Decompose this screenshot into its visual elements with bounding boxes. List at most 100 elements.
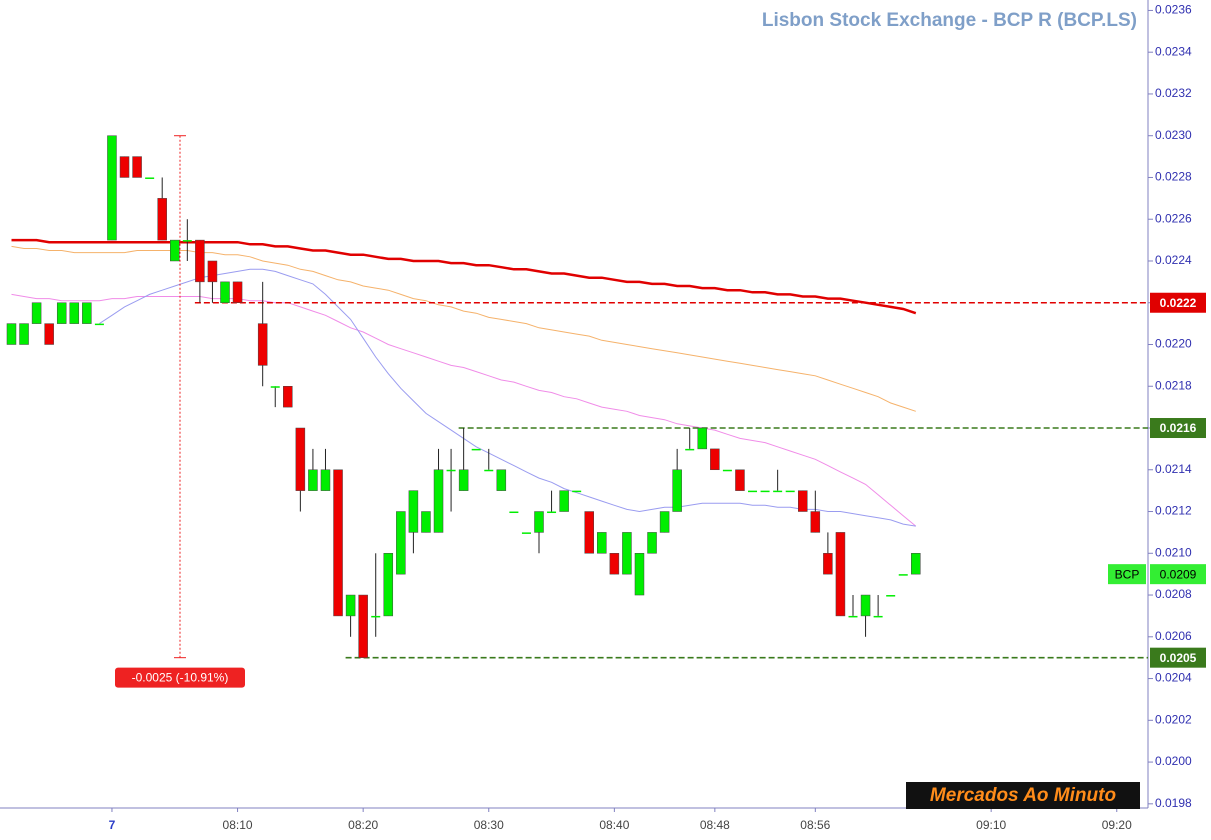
- candle-body: [207, 260, 218, 283]
- candle-body: [107, 135, 117, 241]
- moving-average-line: [11, 238, 917, 315]
- y-tick-label: 0.0206: [1155, 629, 1192, 643]
- candle-body: [748, 490, 758, 493]
- candle-body: [547, 511, 557, 514]
- chart-title: Lisbon Stock Exchange - BCP R (BCP.LS): [762, 10, 1137, 31]
- level-label: 0.0205: [1160, 651, 1197, 665]
- x-tick-label: 08:56: [800, 818, 830, 832]
- candle-body: [647, 532, 657, 554]
- y-tick-label: 0.0208: [1155, 587, 1192, 601]
- candle-body: [509, 511, 519, 514]
- candle-body: [283, 386, 293, 408]
- candle-body: [170, 239, 180, 262]
- candle-body: [823, 553, 833, 575]
- y-tick-label: 0.0228: [1155, 170, 1192, 184]
- candle-body: [798, 490, 808, 512]
- candle-body: [396, 511, 406, 575]
- candle-body: [810, 511, 821, 533]
- candle-body: [622, 532, 632, 575]
- candle-body: [873, 615, 883, 618]
- y-tick-label: 0.0214: [1155, 462, 1192, 476]
- candle-body: [69, 302, 80, 324]
- candle-body: [295, 427, 306, 491]
- candle-body: [911, 553, 921, 575]
- candle-body: [659, 511, 670, 533]
- candle-body: [559, 490, 569, 512]
- x-tick-label: 08:20: [348, 818, 378, 832]
- candle-body: [82, 302, 92, 324]
- candle-body: [446, 469, 456, 472]
- candle-body: [333, 469, 343, 617]
- y-tick-label: 0.0212: [1155, 504, 1192, 518]
- candle-body: [358, 594, 368, 658]
- y-tick-label: 0.0220: [1155, 337, 1192, 351]
- candle-body: [697, 427, 708, 450]
- candle-body: [157, 198, 167, 241]
- candle-body: [835, 532, 846, 617]
- level-box: [1150, 418, 1206, 439]
- candle-body: [609, 553, 620, 575]
- y-tick-label: 0.0200: [1155, 754, 1192, 768]
- candle-body: [145, 177, 155, 179]
- candle-body: [408, 490, 419, 533]
- last-value-box: [1150, 564, 1206, 585]
- candle-body: [19, 323, 29, 345]
- candle-body: [496, 469, 507, 491]
- candle-body: [710, 448, 720, 471]
- x-tick-label: 08:48: [700, 818, 730, 832]
- level-box: [1150, 647, 1206, 668]
- measure-label: -0.0025 (-10.91%): [132, 670, 229, 684]
- candle-body: [572, 490, 582, 493]
- candle-body: [220, 281, 230, 303]
- candle-body: [860, 594, 871, 617]
- candle-body: [634, 553, 645, 596]
- y-tick-label: 0.0218: [1155, 378, 1192, 392]
- candle-body: [471, 448, 481, 451]
- candle-body: [320, 469, 331, 491]
- measure-label-box: [115, 667, 245, 688]
- candle-body: [232, 281, 243, 303]
- y-tick-label: 0.0202: [1155, 712, 1192, 726]
- candle-body: [735, 469, 745, 491]
- candle-body: [760, 490, 770, 493]
- x-tick-label: 08:30: [474, 818, 504, 832]
- candle-body: [722, 469, 732, 472]
- y-tick-label: 0.0232: [1155, 86, 1192, 100]
- candle-body: [521, 532, 531, 534]
- level-label: 0.0216: [1160, 421, 1197, 435]
- candle-body: [898, 574, 908, 576]
- y-tick-label: 0.0230: [1155, 128, 1192, 142]
- candle-body: [848, 615, 858, 618]
- candle-body: [773, 490, 783, 493]
- x-tick-label: 7: [109, 818, 116, 832]
- candle-body: [44, 323, 54, 345]
- candle-body: [685, 448, 695, 451]
- candle-body: [257, 323, 268, 366]
- candle-body: [672, 469, 682, 512]
- x-tick-label: 08:10: [223, 818, 253, 832]
- y-tick-label: 0.0204: [1155, 671, 1192, 685]
- moving-average-line: [99, 268, 916, 527]
- candle-body: [6, 323, 17, 345]
- candle-body: [433, 469, 444, 533]
- watermark: Mercados Ao Minuto: [930, 785, 1116, 806]
- x-tick-label: 09:10: [976, 818, 1006, 832]
- candle-body: [345, 594, 356, 617]
- watermark-box: [906, 782, 1140, 809]
- y-tick-label: 0.0210: [1155, 545, 1192, 559]
- candle-body: [484, 469, 494, 472]
- candle-body: [132, 156, 142, 178]
- x-tick-label: 09:20: [1102, 818, 1132, 832]
- x-tick-label: 08:40: [599, 818, 629, 832]
- candle-body: [371, 615, 381, 618]
- candle-body: [119, 156, 130, 178]
- candle-body: [182, 240, 192, 242]
- candle-body: [886, 595, 896, 597]
- candle-body: [597, 532, 607, 554]
- candle-body: [270, 386, 280, 388]
- candle-body: [94, 323, 104, 326]
- y-tick-label: 0.0224: [1155, 253, 1192, 267]
